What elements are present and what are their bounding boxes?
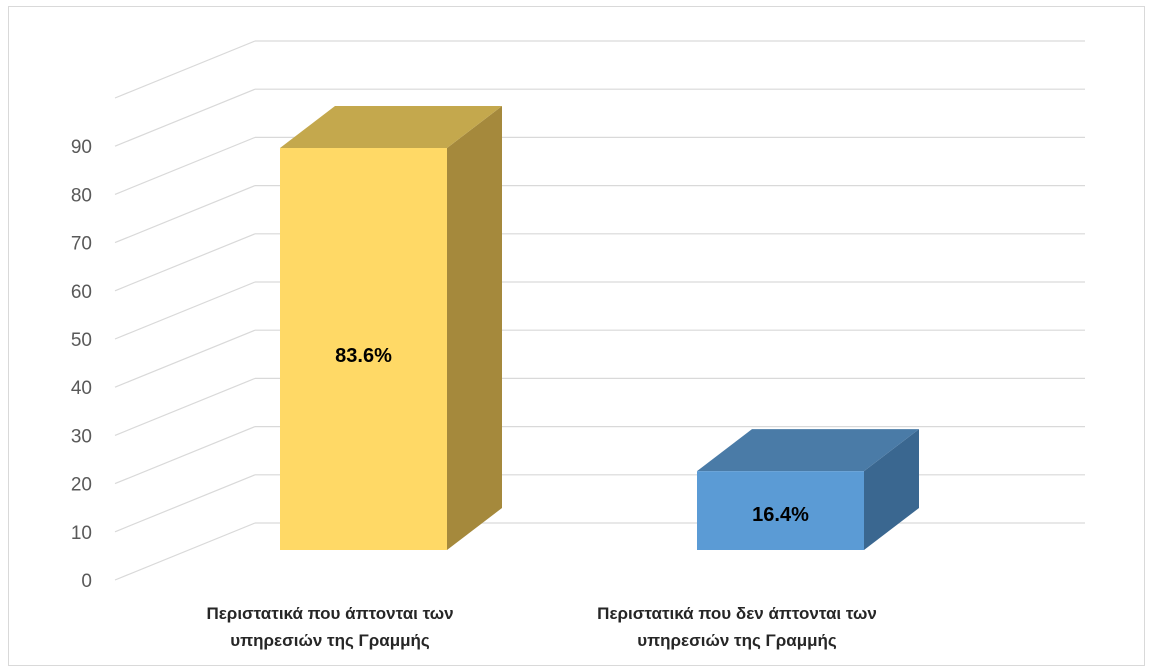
gridline-side bbox=[114, 136, 256, 195]
gridline-side bbox=[114, 522, 256, 581]
category-label-1-line-1: Περιστατικά που άπτονται των bbox=[206, 604, 453, 623]
chart-frame bbox=[8, 6, 1145, 666]
y-tick-label: 0 bbox=[81, 571, 92, 592]
gridline-side bbox=[114, 40, 256, 99]
gridline-side bbox=[114, 233, 256, 292]
y-tick-label: 20 bbox=[71, 475, 92, 496]
data-label-1: 83.6% bbox=[335, 345, 392, 367]
y-tick-label: 50 bbox=[71, 330, 92, 351]
gridline-side bbox=[114, 377, 256, 436]
category-label-2-line-2: υπηρεσιών της Γραμμής bbox=[637, 631, 837, 650]
bar-1-side bbox=[447, 106, 502, 550]
bar-2 bbox=[697, 471, 864, 550]
gridline-side bbox=[114, 88, 256, 147]
gridline-side bbox=[114, 329, 256, 388]
bar-2-side bbox=[864, 429, 919, 550]
bar-1 bbox=[280, 148, 447, 550]
data-label-2: 16.4% bbox=[752, 504, 809, 526]
y-tick-label: 90 bbox=[71, 137, 92, 158]
y-tick-label: 40 bbox=[71, 378, 92, 399]
category-label-2-line-1: Περιστατικά που δεν άπτονται των bbox=[597, 604, 877, 623]
y-tick-label: 30 bbox=[71, 426, 92, 447]
y-tick-label: 60 bbox=[71, 282, 92, 303]
category-label-1-line-2: υπηρεσιών της Γραμμής bbox=[230, 631, 430, 650]
gridline-side bbox=[114, 185, 256, 244]
y-tick-label: 70 bbox=[71, 234, 92, 255]
bar-2-top bbox=[697, 429, 919, 472]
gridline-side bbox=[114, 474, 256, 533]
gridline-side bbox=[114, 426, 256, 485]
bar-1-top bbox=[280, 106, 502, 148]
y-tick-label: 80 bbox=[71, 185, 92, 206]
gridline-side bbox=[114, 281, 256, 340]
y-tick-label: 10 bbox=[71, 523, 92, 544]
